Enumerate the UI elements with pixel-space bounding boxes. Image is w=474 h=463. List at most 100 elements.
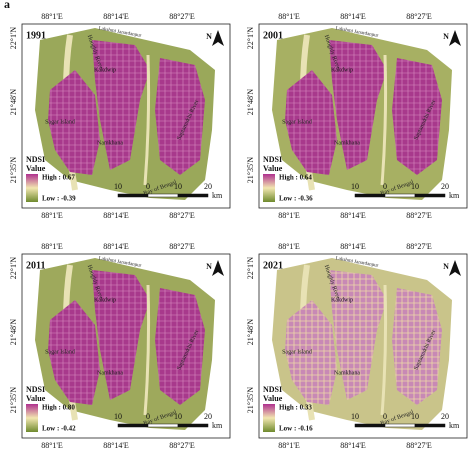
river <box>143 54 151 186</box>
place-label: Namkhana <box>97 370 123 376</box>
lon-label: 88°14'E <box>103 12 129 21</box>
scale-segment <box>414 193 446 198</box>
map-panel: 88°1'E 88°1'E 88°14'E 88°14'E 88°27'E 88°27'E… <box>9 242 231 450</box>
island <box>392 58 442 175</box>
legend-subtitle: Value <box>26 164 46 173</box>
place-label: Kakdwip <box>331 297 353 303</box>
place-label: Kakdwip <box>94 297 116 303</box>
lat-label: 21°35'N <box>9 387 18 414</box>
lon-label: 88°1'E <box>278 242 300 251</box>
island <box>329 40 387 170</box>
lat-label: 22°1'N <box>246 27 255 50</box>
scale-unit: km <box>212 421 223 430</box>
lon-label: 88°27'E <box>406 211 432 220</box>
legend-gradient <box>26 404 38 432</box>
place-label: Kakdwip <box>331 67 353 73</box>
lon-label: 88°14'E <box>340 242 366 251</box>
map-panel: 88°1'E 88°1'E 88°14'E 88°14'E 88°27'E 88°27'E… <box>246 242 468 450</box>
legend-gradient <box>263 174 275 202</box>
scale-label: 0 <box>146 412 150 421</box>
legend-title: NDSI <box>26 385 45 394</box>
scale-unit: km <box>449 421 460 430</box>
lat-label: 22°1'N <box>9 27 18 50</box>
place-label: Sagar Island <box>282 119 312 125</box>
legend-low: Low : -0.36 <box>279 195 313 203</box>
legend-low: Low : -0.42 <box>42 425 76 433</box>
legend-title: NDSI <box>263 155 282 164</box>
legend-subtitle: Value <box>263 164 283 173</box>
scale-label: 0 <box>383 412 387 421</box>
legend-low: Low : -0.16 <box>279 425 313 433</box>
river <box>143 284 151 416</box>
scale-label: 10 <box>174 182 182 191</box>
lon-label: 88°27'E <box>169 441 195 450</box>
legend-low: Low : -0.39 <box>42 195 76 203</box>
map-panel: 88°1'E 88°1'E 88°14'E 88°14'E 88°27'E 88°27'E… <box>246 12 468 220</box>
place-label: Namkhana <box>334 370 360 376</box>
island <box>92 270 150 400</box>
year-label: 2001 <box>263 30 283 41</box>
island <box>92 40 150 170</box>
lat-label: 21°48'N <box>246 319 255 346</box>
scale-label: 10 <box>351 182 359 191</box>
map-panel: 88°1'E 88°1'E 88°14'E 88°14'E 88°27'E 88°27'E… <box>9 12 231 220</box>
lon-label: 88°27'E <box>406 242 432 251</box>
lat-label: 21°48'N <box>9 89 18 116</box>
legend-title: NDSI <box>263 385 282 394</box>
north-arrow <box>449 260 461 276</box>
scale-unit: km <box>449 191 460 200</box>
legend-high: High : 0.33 <box>279 404 312 412</box>
lon-label: 88°14'E <box>103 211 129 220</box>
lon-label: 88°14'E <box>340 441 366 450</box>
lon-label: 88°1'E <box>278 12 300 21</box>
lon-label: 88°27'E <box>169 211 195 220</box>
scale-unit: km <box>212 191 223 200</box>
scale-label: 20 <box>441 182 449 191</box>
place-label: Sagar Island <box>45 349 75 355</box>
scale-segment <box>384 423 416 428</box>
island <box>285 70 337 175</box>
scale-segment <box>117 423 149 428</box>
legend-title: NDSI <box>26 155 45 164</box>
north-label: N <box>443 262 449 271</box>
legend-gradient <box>26 174 38 202</box>
island <box>155 288 205 405</box>
scale-label: 20 <box>204 412 212 421</box>
lat-label: 22°1'N <box>9 257 18 280</box>
lat-label: 21°48'N <box>9 319 18 346</box>
legend-subtitle: Value <box>26 394 46 403</box>
island <box>392 288 442 405</box>
north-label: N <box>206 32 212 41</box>
scale-segment <box>147 423 179 428</box>
lon-label: 88°1'E <box>41 211 63 220</box>
figure-label: a <box>4 0 10 11</box>
scale-label: 10 <box>114 182 122 191</box>
north-arrow <box>212 30 224 46</box>
lat-label: 21°48'N <box>246 89 255 116</box>
scale-segment <box>177 193 209 198</box>
year-label: 1991 <box>26 30 46 41</box>
island <box>48 300 100 405</box>
lat-label: 21°35'N <box>9 157 18 184</box>
north-arrow <box>212 260 224 276</box>
north-arrow <box>449 30 461 46</box>
legend-high: High : 0.80 <box>42 404 75 412</box>
island <box>329 270 387 400</box>
scale-segment <box>354 193 386 198</box>
scale-label: 20 <box>441 412 449 421</box>
place-label: Kakdwip <box>94 67 116 73</box>
lon-label: 88°1'E <box>278 441 300 450</box>
place-label: Sagar Island <box>282 349 312 355</box>
scale-label: 20 <box>204 182 212 191</box>
legend-high: High : 0.67 <box>42 174 75 182</box>
island <box>155 58 205 175</box>
scale-label: 10 <box>411 412 419 421</box>
lat-label: 21°35'N <box>246 387 255 414</box>
legend-gradient <box>263 404 275 432</box>
lon-label: 88°1'E <box>41 441 63 450</box>
place-label: Sagar Island <box>45 119 75 125</box>
lon-label: 88°27'E <box>406 441 432 450</box>
lat-label: 21°35'N <box>246 157 255 184</box>
scale-label: 10 <box>174 412 182 421</box>
